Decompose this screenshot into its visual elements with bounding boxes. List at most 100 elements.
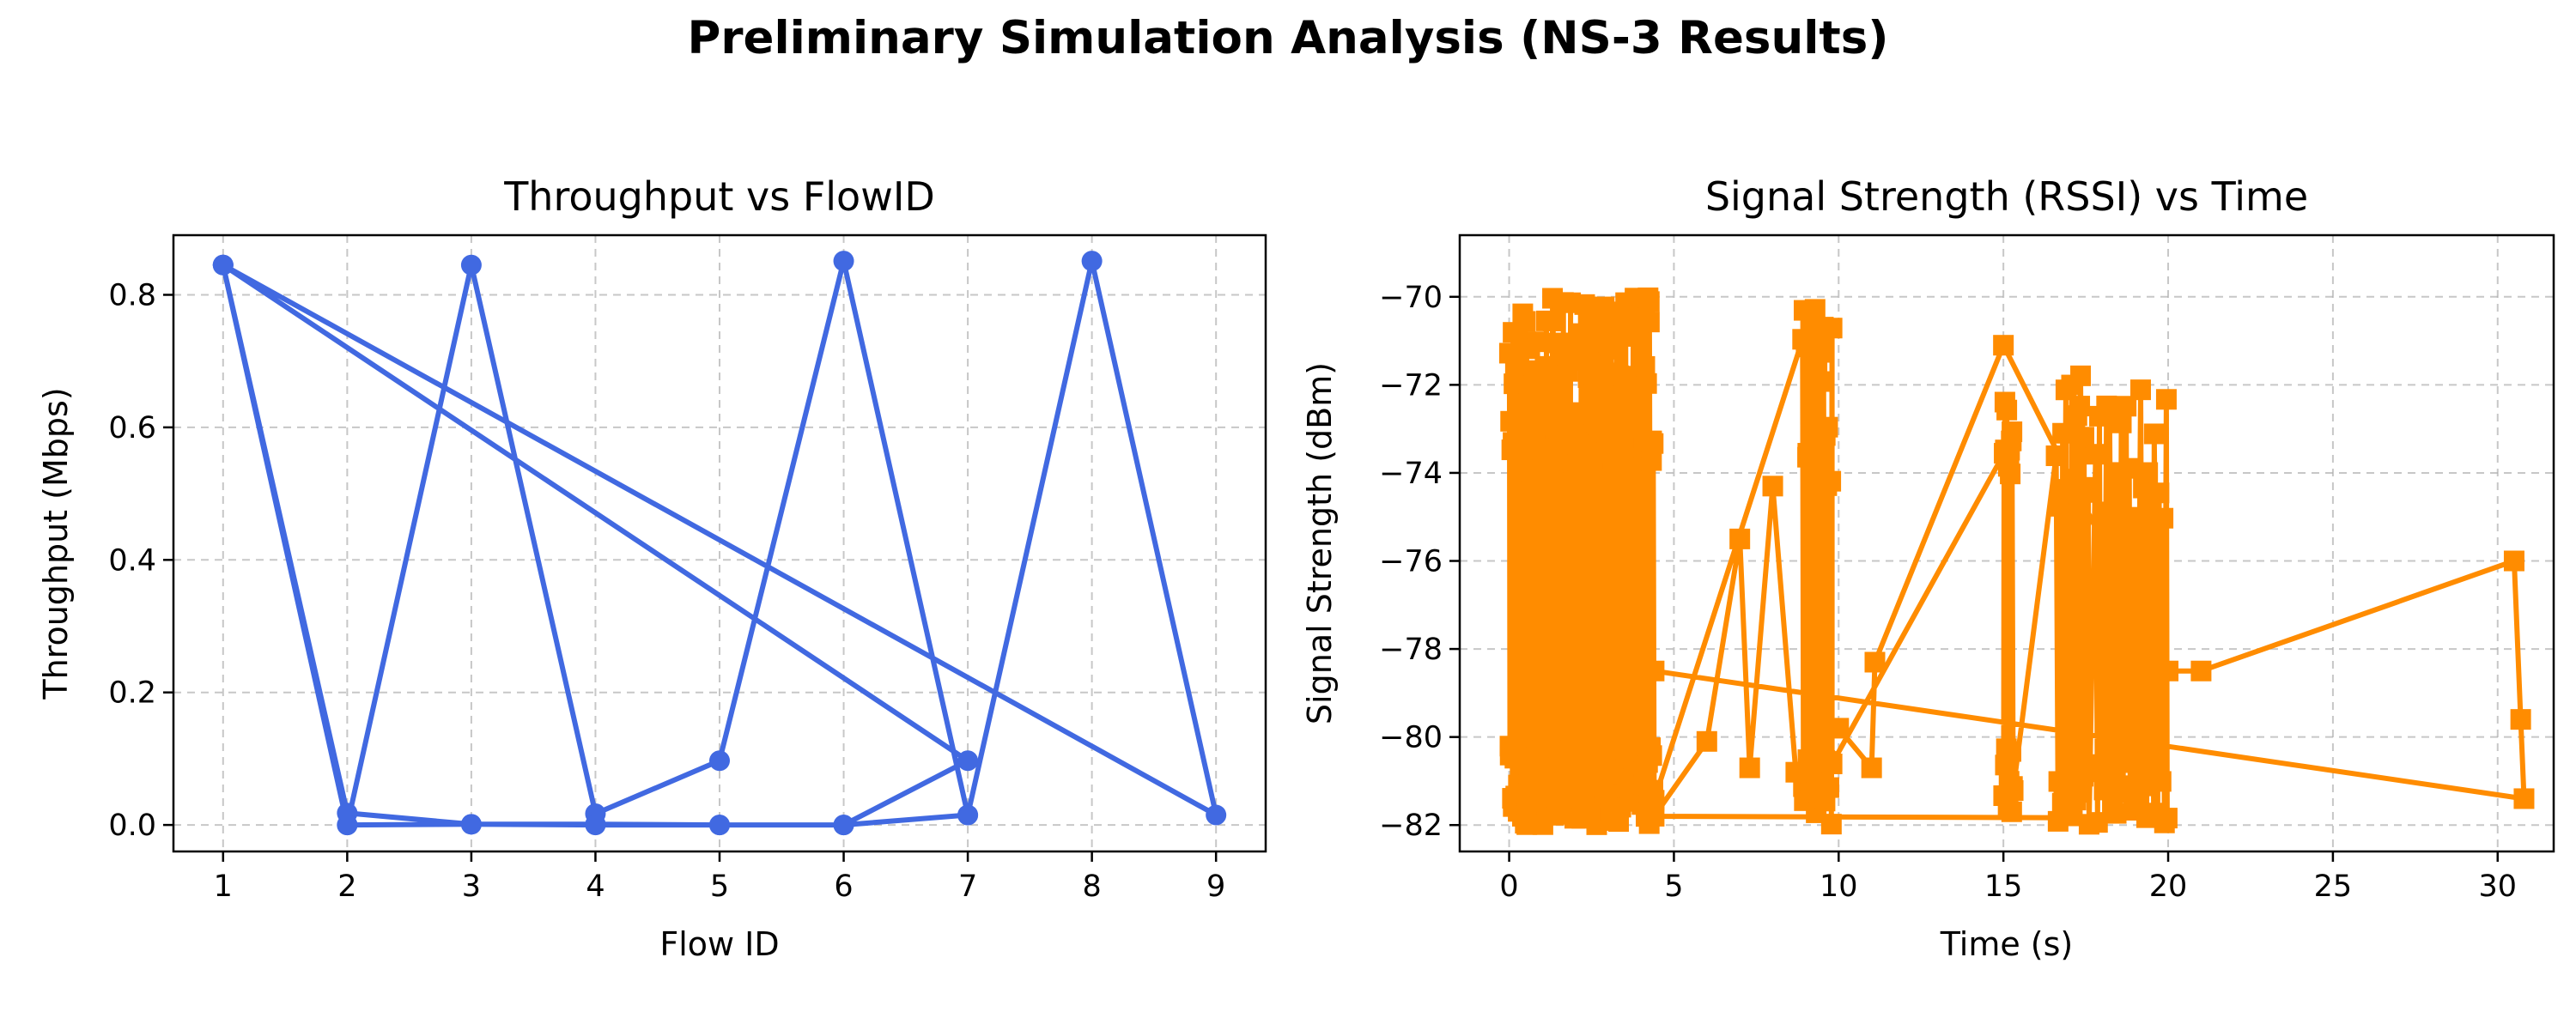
throughput-data-point bbox=[709, 750, 730, 772]
rssi-chart: Signal Strength (RSSI) vs Time 0 5 10 15 20 2… bbox=[1301, 173, 2555, 963]
rssi-x-tick-label: 5 bbox=[1664, 869, 1683, 904]
rssi-data-point bbox=[2069, 396, 2091, 417]
rssi-data-point bbox=[1515, 311, 1536, 332]
rssi-data-point bbox=[2085, 444, 2106, 465]
rssi-data-point bbox=[2153, 507, 2174, 529]
rssi-data-point bbox=[1785, 761, 1807, 783]
rssi-y-tick-label: −70 bbox=[1379, 281, 1443, 315]
throughput-y-axis-label: Throughput (Mbps) bbox=[37, 387, 75, 700]
throughput-x-tick-label: 7 bbox=[958, 869, 977, 904]
throughput-data-point bbox=[1081, 251, 1103, 272]
rssi-x-tick-label: 10 bbox=[1820, 869, 1858, 904]
rssi-data-point bbox=[1821, 318, 1843, 339]
rssi-data-point bbox=[1527, 331, 1548, 353]
throughput-data-point bbox=[709, 815, 730, 836]
throughput-y-tick-label: 0.2 bbox=[108, 676, 156, 711]
rssi-y-tick-label: −80 bbox=[1379, 721, 1443, 755]
throughput-x-tick-label: 1 bbox=[214, 869, 233, 904]
rssi-data-point bbox=[2001, 801, 2022, 822]
rssi-data-point bbox=[1996, 399, 2018, 421]
rssi-data-point bbox=[2513, 788, 2535, 809]
rssi-data-point bbox=[1819, 777, 1840, 798]
rssi-x-tick-label: 25 bbox=[2314, 869, 2353, 904]
rssi-plot-frame bbox=[1458, 233, 2555, 853]
throughput-chart: Throughput vs FlowID 1 2 3 4 5 6 7 8 9 0.0 0.2 0.4 0… bbox=[37, 173, 1267, 963]
throughput-x-axis-label: Flow ID bbox=[659, 925, 779, 963]
rssi-data-point bbox=[2105, 803, 2127, 824]
throughput-data-point bbox=[460, 254, 482, 276]
rssi-data-point bbox=[1811, 342, 1832, 363]
throughput-data-point bbox=[957, 750, 979, 772]
rssi-data-point bbox=[1820, 814, 1842, 835]
rssi-data-point bbox=[1643, 805, 1665, 827]
rssi-data-point bbox=[2002, 421, 2023, 443]
throughput-x-tick-label: 2 bbox=[337, 869, 356, 904]
rssi-data-point bbox=[1821, 753, 1843, 774]
rssi-data-point bbox=[1804, 299, 1826, 320]
rssi-data-point bbox=[2503, 550, 2524, 572]
throughput-data-point bbox=[833, 815, 854, 836]
rssi-data-point bbox=[1542, 310, 1564, 331]
rssi-x-tick-label: 20 bbox=[2149, 869, 2188, 904]
rssi-x-axis-label: Time (s) bbox=[1940, 925, 2074, 963]
rssi-data-point bbox=[1641, 745, 1662, 766]
rssi-data-point bbox=[2000, 464, 2021, 485]
rssi-x-tick-label: 0 bbox=[1499, 869, 1518, 904]
rssi-y-tick-label: −74 bbox=[1379, 457, 1443, 491]
rssi-y-tick-label: −78 bbox=[1379, 633, 1443, 667]
rssi-data-point bbox=[2510, 709, 2531, 730]
rssi-y-tick-label: −76 bbox=[1379, 545, 1443, 579]
rssi-data-point bbox=[2158, 660, 2179, 682]
throughput-y-tick-label: 0.0 bbox=[108, 809, 156, 843]
rssi-data-point bbox=[1696, 730, 1717, 752]
rssi-data-point bbox=[2045, 445, 2067, 466]
rssi-data-point bbox=[1550, 383, 1571, 404]
figure-title: Preliminary Simulation Analysis (NS-3 Re… bbox=[688, 12, 1889, 64]
rssi-data-point bbox=[2148, 482, 2170, 504]
rssi-data-point bbox=[2002, 779, 2024, 801]
throughput-y-tick-label: 0.4 bbox=[108, 543, 156, 578]
rssi-data-point bbox=[1521, 463, 1542, 484]
rssi-data-point bbox=[2057, 479, 2079, 500]
rssi-data-point bbox=[1820, 470, 1842, 492]
rssi-data-point bbox=[2070, 365, 2092, 386]
rssi-data-point bbox=[1638, 291, 1660, 312]
rssi-data-point bbox=[2150, 771, 2172, 792]
rssi-data-point bbox=[2190, 660, 2212, 682]
rssi-data-point bbox=[1643, 660, 1665, 682]
throughput-data-point bbox=[957, 804, 979, 826]
rssi-data-point bbox=[1861, 757, 1882, 779]
rssi-y-tick-label: −72 bbox=[1379, 368, 1443, 403]
rssi-x-tick-label: 30 bbox=[2478, 869, 2517, 904]
throughput-x-tick-label: 4 bbox=[586, 869, 605, 904]
rssi-data-point bbox=[2092, 501, 2113, 523]
rssi-data-point bbox=[2129, 379, 2151, 401]
rssi-data-point bbox=[1638, 312, 1660, 333]
rssi-data-point bbox=[1993, 335, 2014, 356]
rssi-data-point bbox=[2143, 423, 2165, 445]
throughput-ticks: 1 2 3 4 5 6 7 8 9 0.0 0.2 0.4 0.6 0.8 bbox=[108, 278, 1225, 904]
throughput-data-point bbox=[585, 815, 606, 836]
rssi-x-tick-label: 15 bbox=[1984, 869, 2023, 904]
rssi-data-point bbox=[1643, 433, 1664, 454]
rssi-data-point bbox=[2059, 514, 2081, 536]
rssi-y-tick-label: −82 bbox=[1379, 809, 1443, 843]
rssi-y-axis-label: Signal Strength (dBm) bbox=[1301, 362, 1339, 724]
rssi-data-point bbox=[1810, 371, 1832, 392]
rssi-data-point bbox=[2137, 462, 2159, 483]
throughput-data-point bbox=[1206, 804, 1227, 826]
throughput-series bbox=[212, 251, 1227, 836]
throughput-data-point bbox=[460, 814, 482, 835]
rssi-data-point bbox=[1739, 757, 1760, 779]
rssi-data-point bbox=[1636, 373, 1657, 394]
rssi-data-point bbox=[1828, 718, 1850, 739]
rssi-data-point bbox=[2000, 741, 2021, 762]
rssi-data-point bbox=[1500, 410, 1522, 432]
throughput-x-tick-label: 8 bbox=[1082, 869, 1101, 904]
rssi-series-line bbox=[1506, 295, 2527, 827]
throughput-data-point bbox=[212, 254, 234, 276]
rssi-chart-title: Signal Strength (RSSI) vs Time bbox=[1705, 173, 2308, 220]
throughput-data-point bbox=[337, 815, 358, 836]
throughput-x-tick-label: 3 bbox=[462, 869, 481, 904]
